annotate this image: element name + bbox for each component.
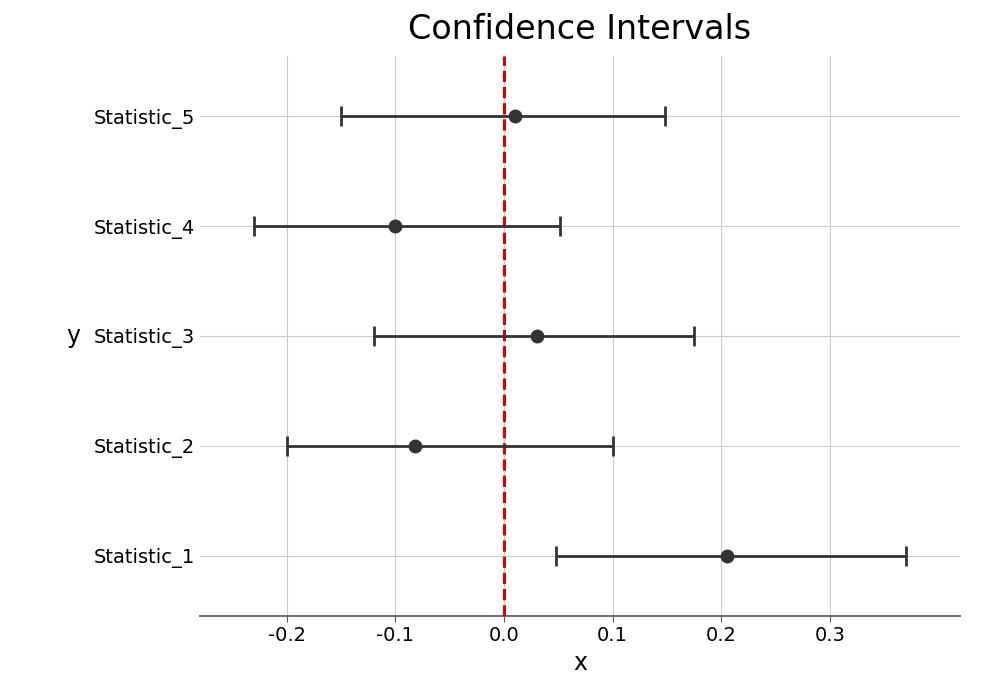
Y-axis label: y: y (66, 324, 80, 348)
Title: Confidence Intervals: Confidence Intervals (408, 13, 752, 46)
X-axis label: x: x (573, 651, 587, 675)
